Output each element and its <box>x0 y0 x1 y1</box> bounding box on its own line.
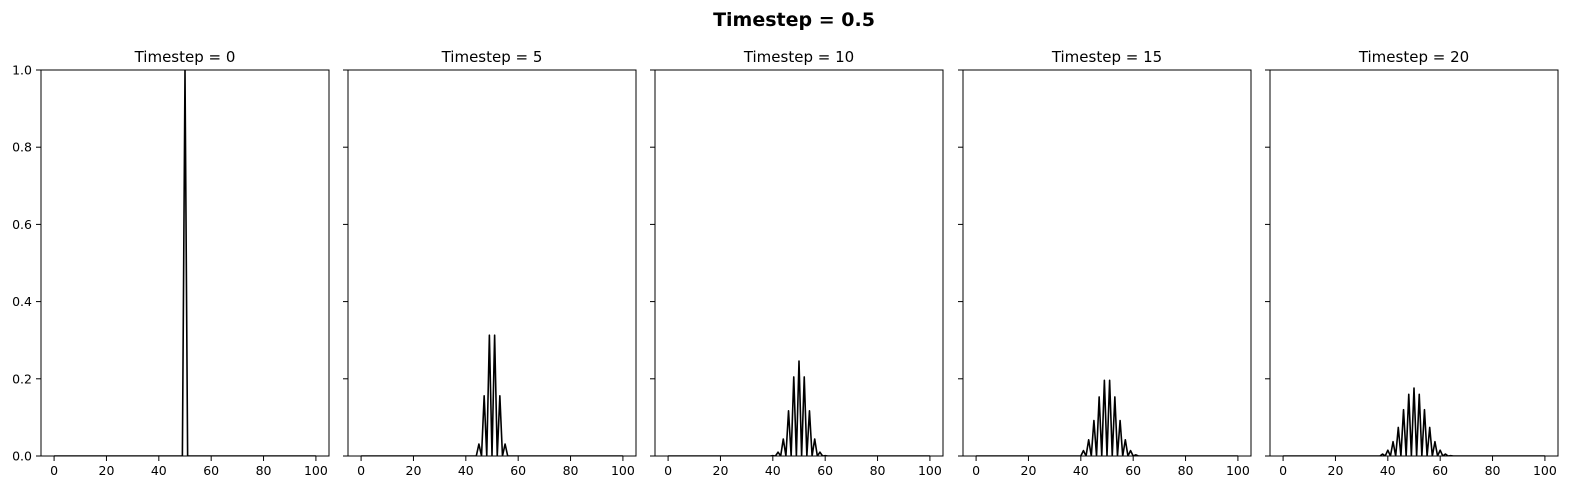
x-tick-label: 0 <box>50 463 58 478</box>
subplots: Timestep = 0 0 20 40 60 80 100 0.0 0.2 0.4 0.6 0.8 1… <box>12 48 1559 478</box>
x-tick-label: 100 <box>611 463 635 478</box>
figure-title: Timestep = 0.5 <box>713 9 875 31</box>
x-tick-label: 40 <box>765 463 781 478</box>
subplot-1: Timestep = 5 0 20 40 60 80 100 <box>343 48 637 478</box>
x-tick-label: 80 <box>563 463 579 478</box>
x-tick-label: 80 <box>1485 463 1501 478</box>
x-tick-label: 60 <box>1125 463 1141 478</box>
x-tick-label: 0 <box>664 463 672 478</box>
subplot-title: Timestep = 0 <box>134 48 236 66</box>
x-tick-label: 40 <box>1073 463 1089 478</box>
x-tick-label: 60 <box>203 463 219 478</box>
series-line <box>361 334 623 456</box>
x-tick-label: 60 <box>1432 463 1448 478</box>
x-tick-label: 0 <box>1279 463 1287 478</box>
subplot-title: Timestep = 5 <box>441 48 543 66</box>
axes-frame <box>654 69 944 457</box>
axes-frame <box>40 69 330 457</box>
x-tick-label: 100 <box>918 463 942 478</box>
x-tick-label: 20 <box>713 463 729 478</box>
x-tick-label: 60 <box>510 463 526 478</box>
series-line <box>54 70 316 456</box>
series-line <box>976 379 1238 456</box>
subplot-3: Timestep = 15 0 20 40 60 80 100 <box>958 48 1252 478</box>
x-tick-label: 60 <box>817 463 833 478</box>
x-tick-label: 100 <box>1533 463 1557 478</box>
x-tick-label: 20 <box>1021 463 1037 478</box>
y-tick-label: 0.6 <box>12 217 32 232</box>
axes-frame <box>347 69 637 457</box>
x-tick-label: 80 <box>1178 463 1194 478</box>
subplot-4: Timestep = 20 0 20 40 60 80 100 <box>1265 48 1559 478</box>
subplot-title: Timestep = 20 <box>1358 48 1469 66</box>
axes-frame <box>1269 69 1559 457</box>
x-tick-label: 0 <box>972 463 980 478</box>
x-tick-label: 80 <box>870 463 886 478</box>
series-line <box>1283 387 1545 456</box>
y-tick-label: 0.4 <box>12 294 32 309</box>
x-tick-label: 20 <box>1328 463 1344 478</box>
subplot-title: Timestep = 10 <box>743 48 854 66</box>
y-tick-label: 0.8 <box>12 140 32 155</box>
x-tick-label: 100 <box>1226 463 1250 478</box>
x-tick-label: 80 <box>256 463 272 478</box>
y-tick-label: 0.0 <box>12 449 32 464</box>
x-tick-label: 0 <box>357 463 365 478</box>
y-tick-label: 1.0 <box>12 63 32 78</box>
subplot-2: Timestep = 10 0 20 40 60 80 100 <box>650 48 944 478</box>
x-tick-label: 40 <box>151 463 167 478</box>
x-tick-label: 40 <box>1380 463 1396 478</box>
y-tick-label: 0.2 <box>12 371 32 386</box>
subplot-0: Timestep = 0 0 20 40 60 80 100 0.0 0.2 0.4 0.6 0.8 1… <box>12 48 330 478</box>
x-tick-label: 40 <box>458 463 474 478</box>
axes-frame <box>962 69 1252 457</box>
series-line <box>668 360 930 456</box>
x-tick-label: 100 <box>304 463 328 478</box>
x-tick-label: 20 <box>406 463 422 478</box>
subplot-title: Timestep = 15 <box>1051 48 1162 66</box>
x-tick-label: 20 <box>99 463 115 478</box>
